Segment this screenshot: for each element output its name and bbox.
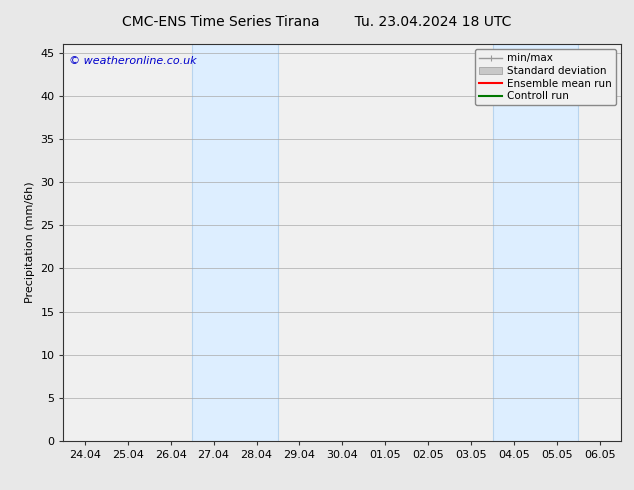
Y-axis label: Precipitation (mm/6h): Precipitation (mm/6h): [25, 182, 35, 303]
Text: © weatheronline.co.uk: © weatheronline.co.uk: [69, 56, 197, 66]
Bar: [192, 44, 278, 441]
Text: CMC-ENS Time Series Tirana        Tu. 23.04.2024 18 UTC: CMC-ENS Time Series Tirana Tu. 23.04.202…: [122, 15, 512, 29]
Bar: [493, 44, 578, 441]
Legend: min/max, Standard deviation, Ensemble mean run, Controll run: min/max, Standard deviation, Ensemble me…: [475, 49, 616, 105]
